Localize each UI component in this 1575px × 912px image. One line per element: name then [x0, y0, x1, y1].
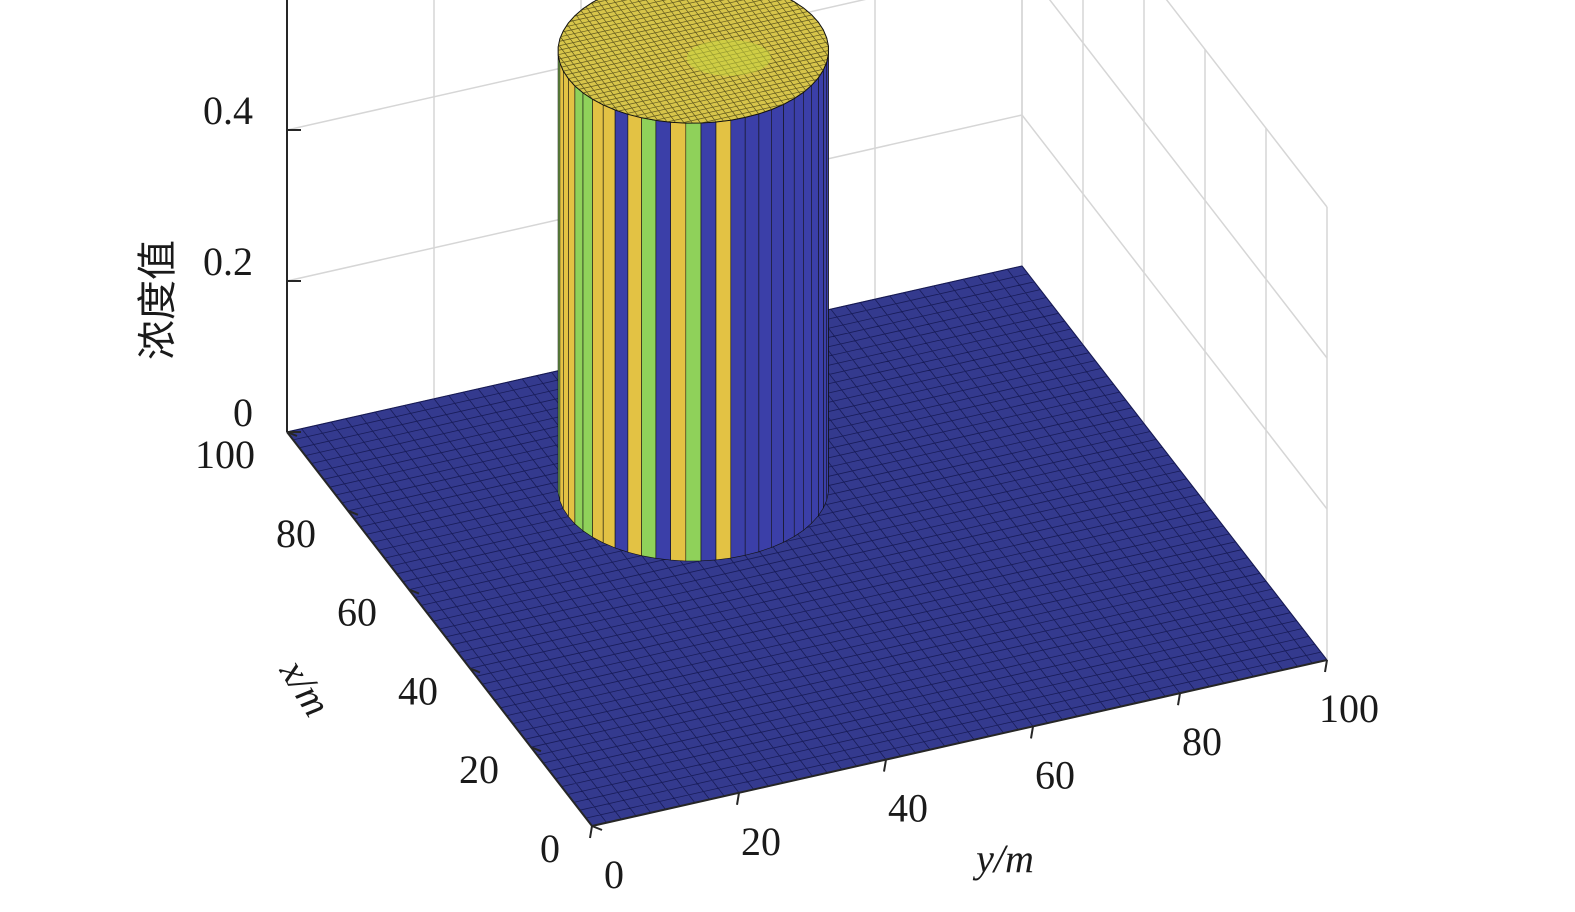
x-tick-mark — [408, 588, 420, 595]
back-wall-x — [1022, 0, 1327, 660]
plume-wall-face — [627, 113, 642, 557]
x-tick-label: 60 — [337, 590, 377, 635]
plume-wall-face — [803, 84, 813, 531]
z-tick-label: 0.4 — [203, 88, 253, 133]
plume-wall-face — [811, 77, 819, 524]
grid-line-z — [286, 0, 1328, 359]
z-tick-label: 0.2 — [203, 239, 253, 284]
plume-wall-face — [700, 121, 717, 562]
x-tick-mark — [469, 667, 481, 674]
plume-wall-face — [670, 121, 687, 562]
plume-wall-face — [771, 103, 784, 548]
plume-wall-face — [602, 104, 616, 549]
plume-wall-face — [582, 92, 593, 538]
axes — [286, 0, 1328, 827]
y-tick-mark — [736, 792, 740, 805]
y-tick-mark — [1324, 659, 1328, 673]
plume-wall-face — [730, 117, 746, 559]
z-tick-label: 0 — [233, 390, 253, 435]
plume-wall-face — [562, 70, 569, 518]
y-tick-mark — [1030, 726, 1034, 739]
plume-wall-face — [822, 62, 828, 509]
y-tick-label: 20 — [741, 819, 781, 864]
y-tick-label: 60 — [1035, 752, 1075, 797]
x-tick-label: 100 — [195, 432, 255, 477]
plume-wall-face — [715, 119, 732, 561]
plume-wall-face — [614, 109, 629, 553]
x-tick-label: 0 — [540, 826, 560, 871]
x-tick-mark — [591, 825, 603, 831]
x-tick-label: 40 — [398, 668, 438, 713]
grid-line-z — [1165, 0, 1328, 208]
z-axis-title: 浓度值 — [135, 240, 181, 360]
y-tick-mark — [589, 825, 593, 839]
plume-wall-face — [744, 113, 760, 556]
plume-wall-face — [793, 91, 805, 538]
plume-wall-face — [641, 117, 657, 559]
plume-wall-face — [758, 109, 773, 553]
plume-wall-face — [568, 77, 576, 525]
x-tick-label: 80 — [276, 511, 316, 556]
y-axis-line — [591, 659, 1328, 827]
tick-labels: 00.20.40.6020406080100020406080100 — [195, 88, 1379, 897]
plume-wall-face — [574, 85, 584, 532]
plume-wall-face — [655, 120, 672, 561]
y-tick-label: 80 — [1182, 719, 1222, 764]
x-tick-mark — [530, 746, 542, 753]
x-tick-label: 20 — [459, 747, 499, 792]
plume-wall-face — [559, 62, 564, 510]
y-tick-label: 40 — [888, 786, 928, 831]
y-tick-label: 100 — [1319, 686, 1379, 731]
x-tick-mark — [286, 431, 298, 437]
x-axis-line — [286, 431, 593, 827]
plume-top-highlight — [686, 39, 771, 76]
concentration-plume — [557, 0, 829, 562]
y-tick-mark — [1177, 693, 1181, 706]
plume-wall-face — [592, 98, 604, 544]
y-axis-title: y/m — [972, 836, 1034, 881]
x-axis-title: x/m — [271, 650, 340, 724]
plume-wall-face — [817, 69, 824, 517]
plume-wall-face — [685, 122, 702, 562]
x-tick-mark — [347, 509, 359, 516]
y-tick-label: 0 — [604, 852, 624, 897]
plume-wall-face — [783, 98, 795, 543]
y-tick-mark — [883, 759, 887, 772]
